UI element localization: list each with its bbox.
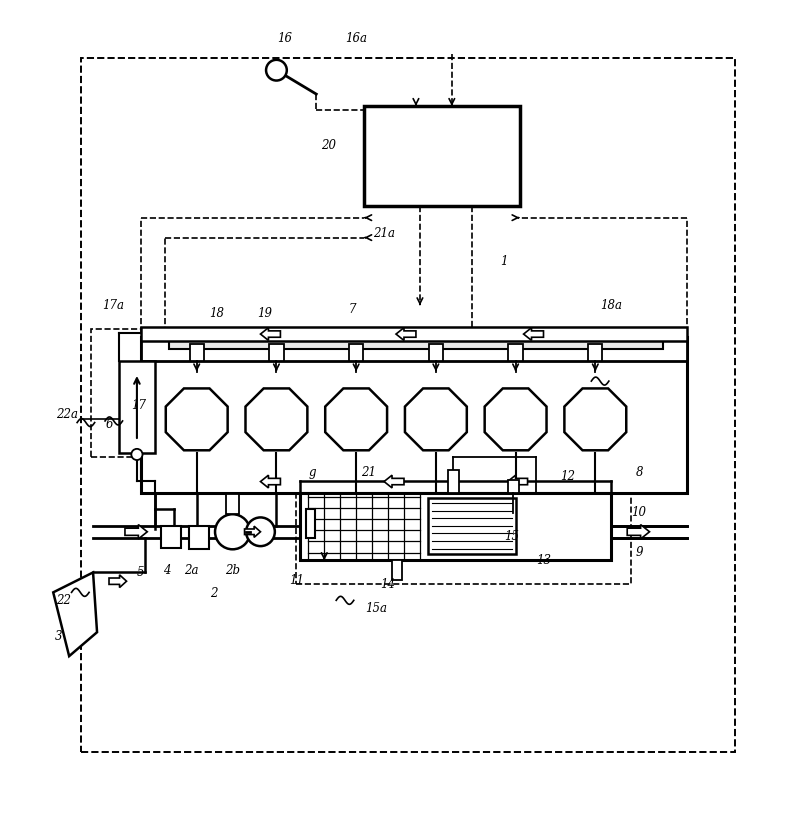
Text: 19: 19 [257,307,272,320]
Text: 18a: 18a [600,299,622,312]
Bar [119,362,155,453]
Bar [141,337,687,362]
Text: 14: 14 [381,578,395,591]
Polygon shape [261,328,281,340]
Polygon shape [523,328,543,340]
Text: 5: 5 [137,566,145,579]
Bar [448,470,459,492]
Text: 11: 11 [289,574,304,587]
Polygon shape [54,573,97,656]
Circle shape [131,449,142,460]
Polygon shape [384,475,404,488]
Polygon shape [261,475,281,488]
Bar [588,344,602,362]
Bar [300,492,611,560]
Polygon shape [125,524,147,539]
Text: 8: 8 [635,466,643,479]
Text: 6: 6 [106,419,114,431]
Text: 2: 2 [210,587,218,600]
Text: 9: 9 [635,546,643,559]
Bar [81,58,735,752]
Circle shape [246,518,275,546]
Bar [226,494,239,515]
Text: 16a: 16a [345,32,367,45]
Text: 22: 22 [56,594,71,607]
Text: g: g [309,466,316,479]
Text: 2a: 2a [184,564,198,577]
Bar [91,330,187,456]
Polygon shape [396,328,416,340]
Polygon shape [508,475,527,488]
Text: 4: 4 [163,564,171,578]
Text: 20: 20 [321,139,336,152]
Bar [509,344,522,362]
Bar [306,510,315,538]
Bar [429,344,443,362]
Text: 2b: 2b [225,564,240,577]
Text: 10: 10 [632,506,646,519]
Bar [392,560,402,581]
Text: 1: 1 [500,255,507,268]
Bar [141,337,687,492]
Bar [508,480,518,492]
Bar [428,498,515,554]
Bar [169,337,663,349]
Text: 3: 3 [55,630,62,643]
Bar [270,344,284,362]
Text: 17: 17 [131,398,146,411]
Polygon shape [245,526,261,537]
Circle shape [215,515,250,550]
Bar [161,526,181,548]
Polygon shape [109,575,126,587]
Bar [364,106,519,205]
Text: 15: 15 [504,530,519,543]
Text: 12: 12 [560,470,575,483]
Text: 15a: 15a [365,602,387,615]
Bar [349,344,363,362]
Text: 7: 7 [349,303,356,316]
Bar [296,488,631,584]
Bar [141,327,687,341]
Text: 16: 16 [277,32,292,45]
Text: 21a: 21a [373,227,395,240]
Bar [189,526,209,550]
Polygon shape [627,524,650,539]
Text: 21: 21 [361,466,376,479]
Text: 22a: 22a [56,408,78,421]
Bar [190,344,204,362]
Text: 13: 13 [536,554,551,567]
Circle shape [266,60,286,80]
Text: 18: 18 [209,307,224,320]
Text: 17a: 17a [102,299,124,312]
